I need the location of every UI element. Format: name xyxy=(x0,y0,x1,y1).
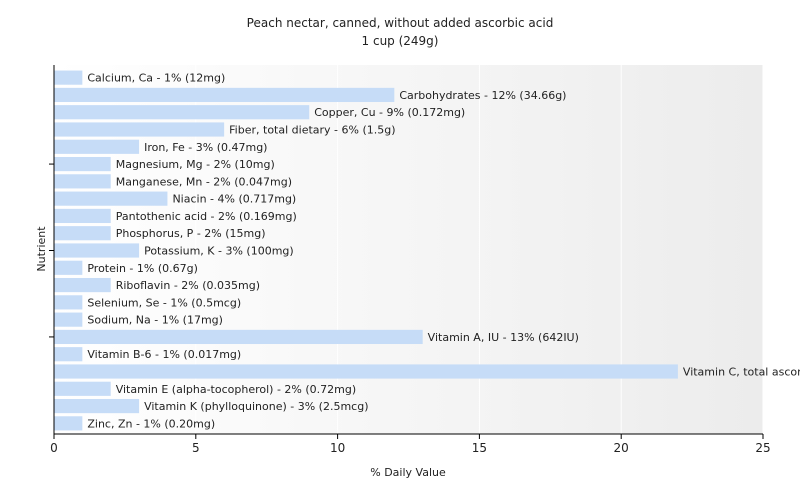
bar-label: Calcium, Ca - 1% (12mg) xyxy=(87,72,225,85)
axes xyxy=(49,65,763,435)
x-tick-label: 25 xyxy=(755,441,770,455)
x-tick-label: 0 xyxy=(50,441,58,455)
bar xyxy=(54,87,395,103)
bar-label: Sodium, Na - 1% (17mg) xyxy=(87,314,223,327)
bar-label: Phosphorus, P - 2% (15mg) xyxy=(116,227,266,240)
bar-label: Vitamin E (alpha-tocopherol) - 2% (0.72m… xyxy=(116,383,356,396)
bar xyxy=(54,277,111,293)
y-axis-label: Nutrient xyxy=(35,226,48,272)
bar-label: Iron, Fe - 3% (0.47mg) xyxy=(144,141,267,154)
chart-title: Peach nectar, canned, without added asco… xyxy=(247,16,554,30)
bar xyxy=(54,398,140,414)
x-tick-label: 20 xyxy=(614,441,629,455)
bar xyxy=(54,139,140,154)
bar xyxy=(54,347,83,362)
bar xyxy=(54,364,678,379)
bar xyxy=(54,105,310,120)
bar xyxy=(54,243,140,258)
bar xyxy=(54,260,83,275)
bar-label: Vitamin B-6 - 1% (0.017mg) xyxy=(87,348,241,361)
bars: Calcium, Ca - 1% (12mg) Carbohydrates - 1… xyxy=(54,70,800,431)
bar-label: Vitamin A, IU - 13% (642IU) xyxy=(428,331,579,344)
chart-subtitle: 1 cup (249g) xyxy=(362,34,439,48)
bar xyxy=(54,416,83,431)
bar-label: Selenium, Se - 1% (0.5mcg) xyxy=(87,296,241,309)
bar-label: Copper, Cu - 9% (0.172mg) xyxy=(314,106,465,119)
bar-label: Zinc, Zn - 1% (0.20mg) xyxy=(87,417,215,430)
bar xyxy=(54,226,111,241)
bar xyxy=(54,174,111,189)
x-tick-label: 5 xyxy=(192,441,200,455)
bar xyxy=(54,122,225,137)
bar xyxy=(54,295,83,310)
bar-label: Carbohydrates - 12% (34.66g) xyxy=(399,89,566,102)
bar-label: Riboflavin - 2% (0.035mg) xyxy=(116,279,260,292)
bar-label: Magnesium, Mg - 2% (10mg) xyxy=(116,158,275,171)
bar xyxy=(54,191,168,206)
x-tick-label: 10 xyxy=(330,441,345,455)
x-ticks: 0 5 10 15 20 25 xyxy=(50,434,771,455)
bar-label: Fiber, total dietary - 6% (1.5g) xyxy=(229,124,395,137)
bar-label: Vitamin K (phylloquinone) - 3% (2.5mcg) xyxy=(144,400,368,413)
bar-label: Protein - 1% (0.67g) xyxy=(87,262,198,275)
bar-label: Manganese, Mn - 2% (0.047mg) xyxy=(116,175,292,188)
bar-label: Niacin - 4% (0.717mg) xyxy=(172,193,296,206)
bar-label: Pantothenic acid - 2% (0.169mg) xyxy=(116,210,297,223)
bar xyxy=(54,208,111,224)
bar xyxy=(54,381,111,396)
bar xyxy=(54,329,423,345)
bar xyxy=(54,312,83,327)
bar-label: Vitamin C, total ascorbic acid - 22% (13… xyxy=(683,366,800,379)
x-axis-label: % Daily Value xyxy=(370,466,446,479)
x-tick-label: 15 xyxy=(472,441,487,455)
bar xyxy=(54,70,83,85)
bar-label: Potassium, K - 3% (100mg) xyxy=(144,245,294,258)
bar xyxy=(54,156,111,172)
